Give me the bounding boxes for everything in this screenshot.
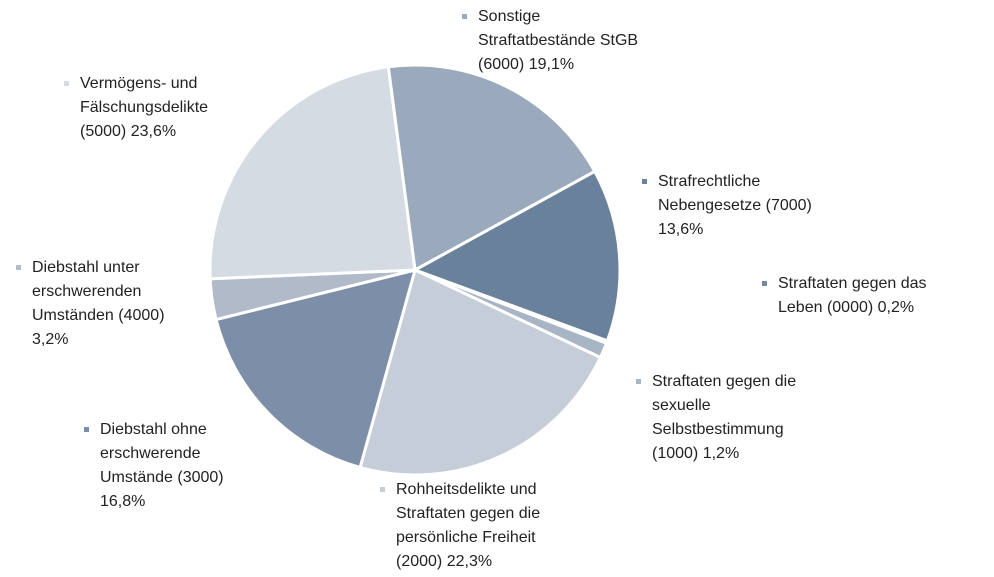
value-label: 22,3% — [446, 553, 493, 570]
category-name: Diebstahl ohne erschwerende Umstände (30… — [100, 421, 224, 486]
slice-label: Vermögens- und Fälschungsdelikte (5000) … — [64, 72, 230, 144]
value-label: 23,6% — [130, 123, 177, 140]
slice-label: Rohheitsdelikte und Straftaten gegen die… — [380, 478, 571, 574]
label-marker — [84, 427, 89, 432]
category-name: Diebstahl unter erschwerenden Umständen … — [32, 259, 165, 324]
label-marker — [642, 179, 647, 184]
category-name: Strafrechtliche Nebengesetze (7000) — [658, 173, 812, 214]
category-name: Rohheitsdelikte und Straftaten gegen die… — [396, 481, 541, 570]
label-marker — [380, 487, 385, 492]
value-label: 19,1% — [528, 56, 575, 73]
value-label: 0,2% — [877, 299, 915, 316]
slice-label: Sonstige Straftatbestände StGB (6000) 19… — [462, 5, 648, 77]
slice-label: Diebstahl unter erschwerenden Umständen … — [16, 256, 192, 352]
value-label: 1,2% — [702, 445, 740, 462]
slice-label: Straftaten gegen das Leben (0000) 0,2% — [762, 272, 968, 320]
label-marker — [16, 265, 21, 270]
slice-label: Straftaten gegen die sexuelle Selbstbest… — [636, 370, 822, 466]
category-name: Straftaten gegen das Leben (0000) — [778, 275, 927, 316]
label-marker — [64, 81, 69, 86]
pie-slice — [386, 63, 597, 273]
value-label: 13,6% — [658, 221, 704, 238]
pie-slice — [358, 267, 603, 477]
category-name: Straftaten gegen die sexuelle Selbstbest… — [652, 373, 797, 462]
label-marker — [762, 281, 767, 286]
value-label: 16,8% — [100, 493, 146, 510]
slice-label: Diebstahl ohne erschwerende Umstände (30… — [84, 418, 270, 514]
value-label: 3,2% — [32, 331, 69, 348]
pie-slice — [411, 169, 622, 343]
label-marker — [462, 14, 467, 19]
pie-slice — [208, 65, 417, 281]
category-name: Sonstige Straftatbestände StGB (6000) — [478, 8, 639, 73]
category-name: Vermögens- und Fälschungsdelikte (5000) — [80, 75, 209, 140]
label-marker — [636, 379, 641, 384]
pie-slice — [214, 267, 418, 470]
slice-label: Strafrechtliche Nebengesetze (7000) 13,6… — [642, 170, 838, 242]
